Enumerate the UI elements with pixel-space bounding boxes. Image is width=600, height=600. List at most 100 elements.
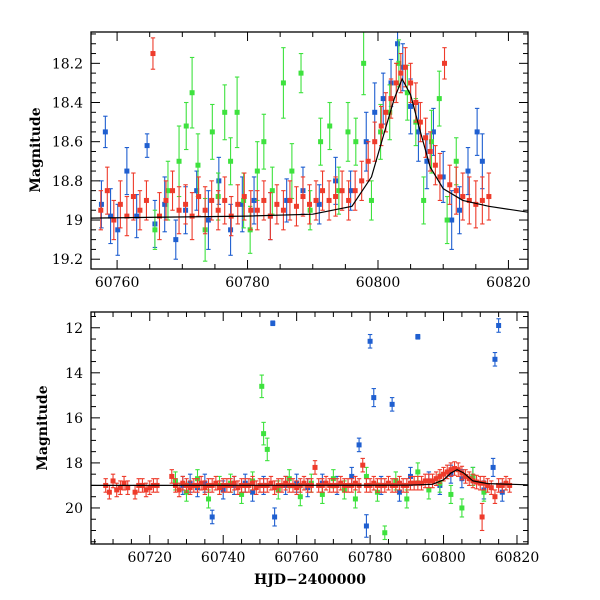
bottom-red-point xyxy=(250,480,256,486)
bottom-red-point xyxy=(110,478,116,484)
bottom-red-point xyxy=(360,462,366,468)
bottom-y-tick-label: 14 xyxy=(65,366,83,382)
top-blue-point xyxy=(284,197,290,203)
top-green-point xyxy=(318,139,324,145)
top-green-point xyxy=(404,90,410,96)
top-blue-point xyxy=(408,103,414,109)
top-red-point xyxy=(466,197,472,203)
top-red-point xyxy=(388,96,394,102)
bottom-blue-point xyxy=(492,356,498,362)
top-red-point xyxy=(130,194,136,200)
bottom-blue-point xyxy=(396,489,402,495)
top-green-point xyxy=(234,109,240,115)
top-series-blue xyxy=(98,32,485,260)
top-red-point xyxy=(156,213,162,219)
bottom-red-point xyxy=(422,478,428,484)
top-blue-point xyxy=(440,174,446,180)
top-red-point xyxy=(183,201,189,207)
top-y-tick-label: 18.2 xyxy=(52,56,83,72)
top-red-point xyxy=(326,197,332,203)
bottom-green-point xyxy=(404,496,410,502)
top-green-point xyxy=(396,60,402,66)
top-red-point xyxy=(150,51,156,57)
top-green-point xyxy=(353,139,359,145)
bottom-y-tick-label: 20 xyxy=(65,501,83,517)
top-red-point xyxy=(254,207,260,213)
top-blue-point xyxy=(465,168,471,174)
bottom-blue-point xyxy=(490,464,496,470)
bottom-green-point xyxy=(352,496,358,502)
top-green-point xyxy=(165,188,171,194)
bottom-red-point xyxy=(213,480,219,486)
bottom-red-point xyxy=(371,480,377,486)
bottom-red-point xyxy=(479,514,485,520)
top-y-tick-label: 19.2 xyxy=(52,252,83,268)
top-red-point xyxy=(98,207,104,213)
top-red-point xyxy=(447,182,453,188)
top-blue-point xyxy=(424,158,430,164)
bottom-blue-point xyxy=(496,323,502,329)
bottom-y-tick-label: 16 xyxy=(65,411,83,427)
bottom-red-point xyxy=(125,485,131,491)
top-red-point xyxy=(307,201,312,207)
top-red-point xyxy=(479,197,485,203)
top-green-point xyxy=(280,80,286,86)
top-blue-point xyxy=(395,41,401,47)
top-red-point xyxy=(215,207,221,213)
top-red-point xyxy=(111,217,117,223)
top-model-curve xyxy=(91,77,528,219)
top-red-point xyxy=(372,139,378,145)
top-green-point xyxy=(453,158,459,164)
bottom-axes: 60720 60740 60760 60780 60800 60820 12 14 16 18 20 xyxy=(65,312,539,566)
top-blue-point xyxy=(400,64,406,70)
bottom-x-tick-label: 60820 xyxy=(495,550,540,566)
top-x-tick-label: 60800 xyxy=(356,275,401,291)
bottom-red-point xyxy=(396,480,402,486)
bottom-red-point xyxy=(499,482,505,488)
bottom-red-point xyxy=(437,473,443,479)
top-red-point xyxy=(453,188,459,194)
top-axes: 60760 60780 60800 60820 18.2 18.4 18.6 18.8 19 19… xyxy=(52,32,531,291)
bottom-red-point xyxy=(312,464,318,470)
top-blue-point xyxy=(205,217,211,223)
top-red-point xyxy=(170,188,176,194)
bottom-red-point xyxy=(268,480,274,486)
top-red-point xyxy=(378,123,384,129)
bottom-blue-point xyxy=(272,514,278,520)
top-red-point xyxy=(432,162,438,168)
bottom-green-point xyxy=(297,494,303,500)
top-blue-point xyxy=(194,188,200,194)
top-data-points xyxy=(98,32,492,262)
top-red-point xyxy=(209,197,215,203)
top-blue-point xyxy=(124,168,130,174)
top-green-point xyxy=(261,139,267,145)
top-red-point xyxy=(235,201,241,207)
top-red-point xyxy=(274,201,280,207)
top-green-point xyxy=(327,123,333,129)
top-blue-point xyxy=(98,201,104,207)
bottom-x-tick-label: 60720 xyxy=(127,550,172,566)
bottom-blue-point xyxy=(415,334,421,340)
bottom-red-point xyxy=(283,480,289,486)
top-red-point xyxy=(393,80,399,86)
bottom-blue-point xyxy=(270,320,276,326)
bottom-red-point xyxy=(294,485,300,491)
top-blue-point xyxy=(134,213,140,219)
bottom-red-point xyxy=(496,482,502,488)
bottom-blue-point xyxy=(371,395,377,401)
top-blue-point xyxy=(348,188,354,194)
bottom-red-point xyxy=(507,482,513,488)
top-red-point xyxy=(460,194,466,200)
top-blue-point xyxy=(239,201,245,207)
top-red-point xyxy=(222,197,228,203)
bottom-green-point xyxy=(448,491,454,497)
top-red-point xyxy=(176,207,182,213)
bottom-blue-point xyxy=(250,489,256,495)
top-red-point xyxy=(473,201,479,207)
top-red-point xyxy=(339,188,345,194)
top-red-point xyxy=(280,207,286,213)
top-blue-point xyxy=(415,129,421,135)
bottom-green-point xyxy=(363,473,369,479)
bottom-green-point xyxy=(415,469,421,475)
top-blue-point xyxy=(102,129,108,135)
